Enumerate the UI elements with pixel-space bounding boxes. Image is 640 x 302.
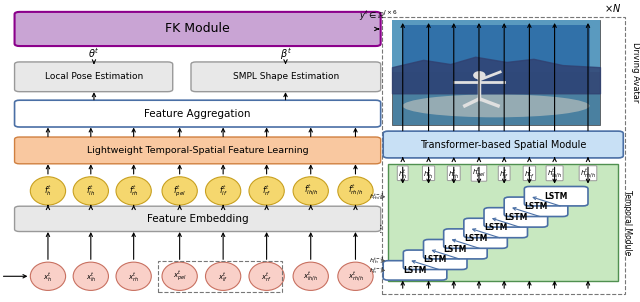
Text: $\times N$: $\times N$ [604,2,621,14]
Ellipse shape [403,94,589,117]
Text: $h_{rh}^t$: $h_{rh}^t$ [448,167,460,180]
Text: LSTM: LSTM [545,192,568,201]
Bar [388,164,618,281]
Text: $h_{rh/h}^{t-1}$: $h_{rh/h}^{t-1}$ [369,192,385,202]
FancyBboxPatch shape [383,131,623,158]
Text: $f_{rf}^t$: $f_{rf}^t$ [262,183,271,198]
Ellipse shape [30,177,65,205]
Text: Local Pose Estimation: Local Pose Estimation [45,72,143,81]
Text: $h_{rh/h}^t$: $h_{rh/h}^t$ [580,167,596,180]
Text: LSTM: LSTM [484,223,508,233]
Ellipse shape [338,262,373,291]
Text: $h_{lh}^{t-1}$: $h_{lh}^{t-1}$ [369,255,385,266]
Ellipse shape [73,262,108,291]
Ellipse shape [162,177,197,205]
FancyBboxPatch shape [504,197,568,217]
Text: LSTM: LSTM [444,245,467,254]
Text: $f_{rh}^t$: $f_{rh}^t$ [129,183,139,198]
Bar [382,17,625,294]
Text: $h_{pel}^t$: $h_{pel}^t$ [472,166,486,180]
Ellipse shape [116,177,151,205]
Text: $f_{lh}^t$: $f_{lh}^t$ [86,183,95,198]
Text: Feature Aggregation: Feature Aggregation [145,109,251,119]
FancyBboxPatch shape [403,250,467,269]
Ellipse shape [338,177,373,205]
Text: $h_h^{t-1}$: $h_h^{t-1}$ [369,265,385,276]
Text: Driving Avatar: Driving Avatar [632,42,640,103]
Ellipse shape [30,262,65,291]
Text: Transformer-based Spatial Module: Transformer-based Spatial Module [420,140,586,149]
Text: LSTM: LSTM [524,202,548,211]
Text: ⋮: ⋮ [375,224,385,234]
FancyBboxPatch shape [15,206,381,232]
Text: $h_h^t$: $h_h^t$ [398,167,407,180]
Ellipse shape [473,71,486,79]
Text: $f_{pel}^t$: $f_{pel}^t$ [173,183,186,199]
FancyBboxPatch shape [191,62,381,92]
Ellipse shape [205,262,241,291]
Text: Temporal Module: Temporal Module [623,190,632,255]
Text: $h_{rf}^t$: $h_{rf}^t$ [524,167,535,180]
Ellipse shape [293,262,328,291]
Text: $x_{rh}^t$: $x_{rh}^t$ [128,270,140,283]
FancyBboxPatch shape [524,186,588,206]
Text: $h_{lf}^t$: $h_{lf}^t$ [499,167,509,180]
FancyBboxPatch shape [383,261,447,280]
Text: $\theta^t$: $\theta^t$ [88,47,100,60]
Ellipse shape [162,262,197,291]
Ellipse shape [73,177,108,205]
Text: $f_{lh/h}^t$: $f_{lh/h}^t$ [303,183,318,198]
Bar [392,20,600,125]
FancyBboxPatch shape [424,239,487,259]
Text: $x_{lh/h}^t$: $x_{lh/h}^t$ [303,270,318,283]
Text: $x_{pel}^t$: $x_{pel}^t$ [173,269,186,284]
Text: Lightweight Temporal-Spatial Feature Learning: Lightweight Temporal-Spatial Feature Lea… [87,146,308,155]
Text: $f_{rh/h}^t$: $f_{rh/h}^t$ [348,183,363,198]
Bar [403,25,589,93]
Text: $x_{lh}^t$: $x_{lh}^t$ [86,270,96,283]
Bar [392,20,600,72]
Text: $h_{lh/h}^t$: $h_{lh/h}^t$ [547,167,563,180]
Ellipse shape [249,177,284,205]
FancyBboxPatch shape [15,62,173,92]
Text: $h_{lh}^t$: $h_{lh}^t$ [423,167,434,180]
FancyBboxPatch shape [484,208,548,227]
Text: Feature Embedding: Feature Embedding [147,214,248,224]
Ellipse shape [293,177,328,205]
FancyBboxPatch shape [464,218,527,238]
Ellipse shape [116,262,151,291]
Text: LSTM: LSTM [403,266,427,275]
FancyBboxPatch shape [15,12,381,46]
Text: $y^t \in \mathbb{R}^{J\times6}$: $y^t \in \mathbb{R}^{J\times6}$ [359,9,398,23]
FancyBboxPatch shape [15,100,381,127]
Text: FK Module: FK Module [165,22,230,35]
Ellipse shape [205,177,241,205]
Text: LSTM: LSTM [464,234,487,243]
Text: $x_{rh/h}^t$: $x_{rh/h}^t$ [348,270,364,283]
Text: LSTM: LSTM [424,255,447,264]
Text: $x_h^t$: $x_h^t$ [44,270,52,283]
Text: LSTM: LSTM [504,213,527,222]
Ellipse shape [249,262,284,291]
Text: $x_{lf}^t$: $x_{lf}^t$ [218,270,228,283]
Bar [158,261,282,292]
Text: $\beta^t$: $\beta^t$ [280,47,291,63]
Text: $f_{lf}^t$: $f_{lf}^t$ [219,183,227,198]
Text: SMPL Shape Estimation: SMPL Shape Estimation [233,72,339,81]
FancyBboxPatch shape [15,137,381,164]
FancyBboxPatch shape [444,229,508,248]
Text: $x_{rf}^t$: $x_{rf}^t$ [261,270,272,283]
Text: $f_h^t$: $f_h^t$ [44,183,52,198]
